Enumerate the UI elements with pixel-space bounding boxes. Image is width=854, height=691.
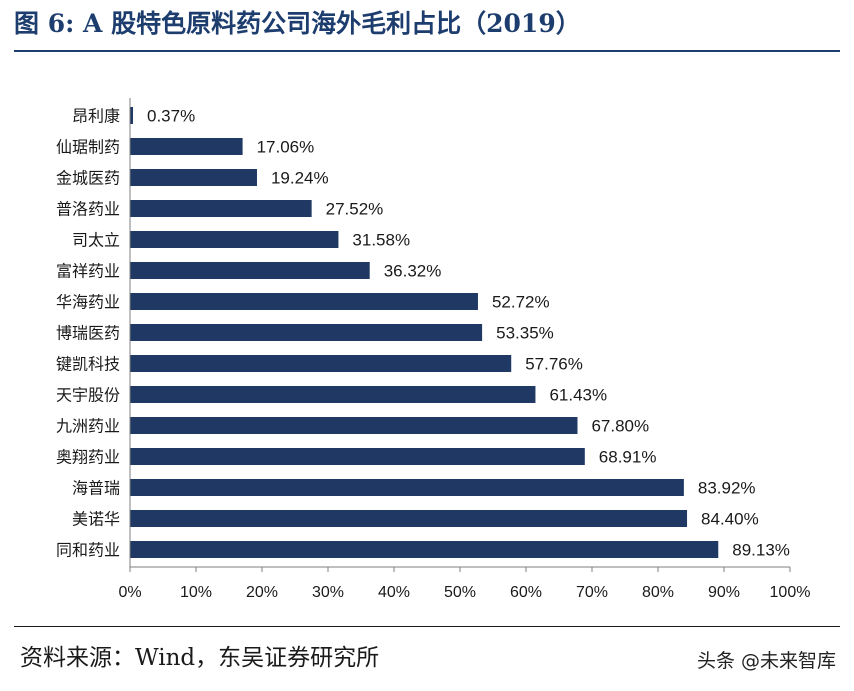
bar xyxy=(130,262,370,279)
value-label: 89.13% xyxy=(732,541,790,560)
bar xyxy=(130,138,243,155)
category-label: 金城医药 xyxy=(56,169,120,188)
figure-title: 图 6: A 股特色原料药公司海外毛利占比（2019） xyxy=(14,9,581,38)
bar xyxy=(130,541,719,558)
x-tick-label: 30% xyxy=(312,584,344,601)
value-label: 52.72% xyxy=(492,293,550,312)
x-tick-label: 70% xyxy=(576,584,608,601)
category-label: 普洛药业 xyxy=(56,200,120,219)
bar xyxy=(130,324,483,341)
category-label: 美诺华 xyxy=(72,510,120,529)
value-label: 36.32% xyxy=(384,262,442,281)
value-label: 61.43% xyxy=(549,386,607,405)
value-label: 17.06% xyxy=(257,138,315,157)
category-label: 奥翔药业 xyxy=(56,448,120,467)
category-label: 海普瑞 xyxy=(72,479,120,498)
x-tick-label: 50% xyxy=(444,584,476,601)
category-label: 同和药业 xyxy=(56,541,120,560)
x-tick-label: 10% xyxy=(180,584,212,601)
source-divider xyxy=(14,626,840,627)
x-axis: 0% 10% 20% 30% 40% 50% 60% 70% 80% 90% 100% xyxy=(118,98,810,601)
value-label: 27.52% xyxy=(326,200,384,219)
bar xyxy=(130,355,512,372)
bar xyxy=(130,200,312,217)
x-tick-label: 0% xyxy=(118,584,141,601)
x-tick-label: 40% xyxy=(378,584,410,601)
value-label: 0.37% xyxy=(147,107,195,126)
category-label: 仙琚制药 xyxy=(56,138,120,157)
x-tick-label: 100% xyxy=(770,584,811,601)
watermark: 头条 @未来智库 xyxy=(696,650,836,672)
value-label: 67.80% xyxy=(591,417,649,436)
x-tick-label: 80% xyxy=(642,584,674,601)
x-tick-label: 90% xyxy=(708,584,740,601)
category-label: 富祥药业 xyxy=(56,262,120,281)
value-label: 53.35% xyxy=(496,324,554,343)
category-label: 九洲药业 xyxy=(56,417,120,436)
bar xyxy=(130,386,536,403)
source-note: 资料来源：Wind，东吴证券研究所 xyxy=(20,645,380,671)
bar xyxy=(130,479,684,496)
category-label: 天宇股份 xyxy=(56,386,120,405)
bars-layer: 昂利康 0.37% 仙琚制药 17.06% 金城医药 19.24% 普洛药业 27.52% 司太… xyxy=(56,107,790,560)
x-tick-label: 60% xyxy=(510,584,542,601)
category-label: 司太立 xyxy=(72,231,120,250)
category-label: 键凯科技 xyxy=(56,355,120,374)
category-label: 华海药业 xyxy=(56,293,120,312)
value-label: 57.76% xyxy=(525,355,583,374)
category-label: 博瑞医药 xyxy=(56,324,120,343)
value-label: 84.40% xyxy=(701,510,759,529)
bar-chart: 昂利康 0.37% 仙琚制药 17.06% 金城医药 19.24% 普洛药业 27.52% 司太… xyxy=(56,98,810,601)
value-label: 83.92% xyxy=(698,479,756,498)
bar xyxy=(130,510,688,527)
value-label: 31.58% xyxy=(352,231,410,250)
value-label: 68.91% xyxy=(599,448,657,467)
category-label: 昂利康 xyxy=(72,107,120,126)
x-tick-label: 20% xyxy=(246,584,278,601)
title-divider xyxy=(14,50,840,52)
bar xyxy=(130,169,257,186)
value-label: 19.24% xyxy=(271,169,329,188)
bar xyxy=(130,231,339,248)
bar xyxy=(130,448,585,465)
bar xyxy=(130,107,133,124)
bar xyxy=(130,417,578,434)
bar xyxy=(130,293,478,310)
